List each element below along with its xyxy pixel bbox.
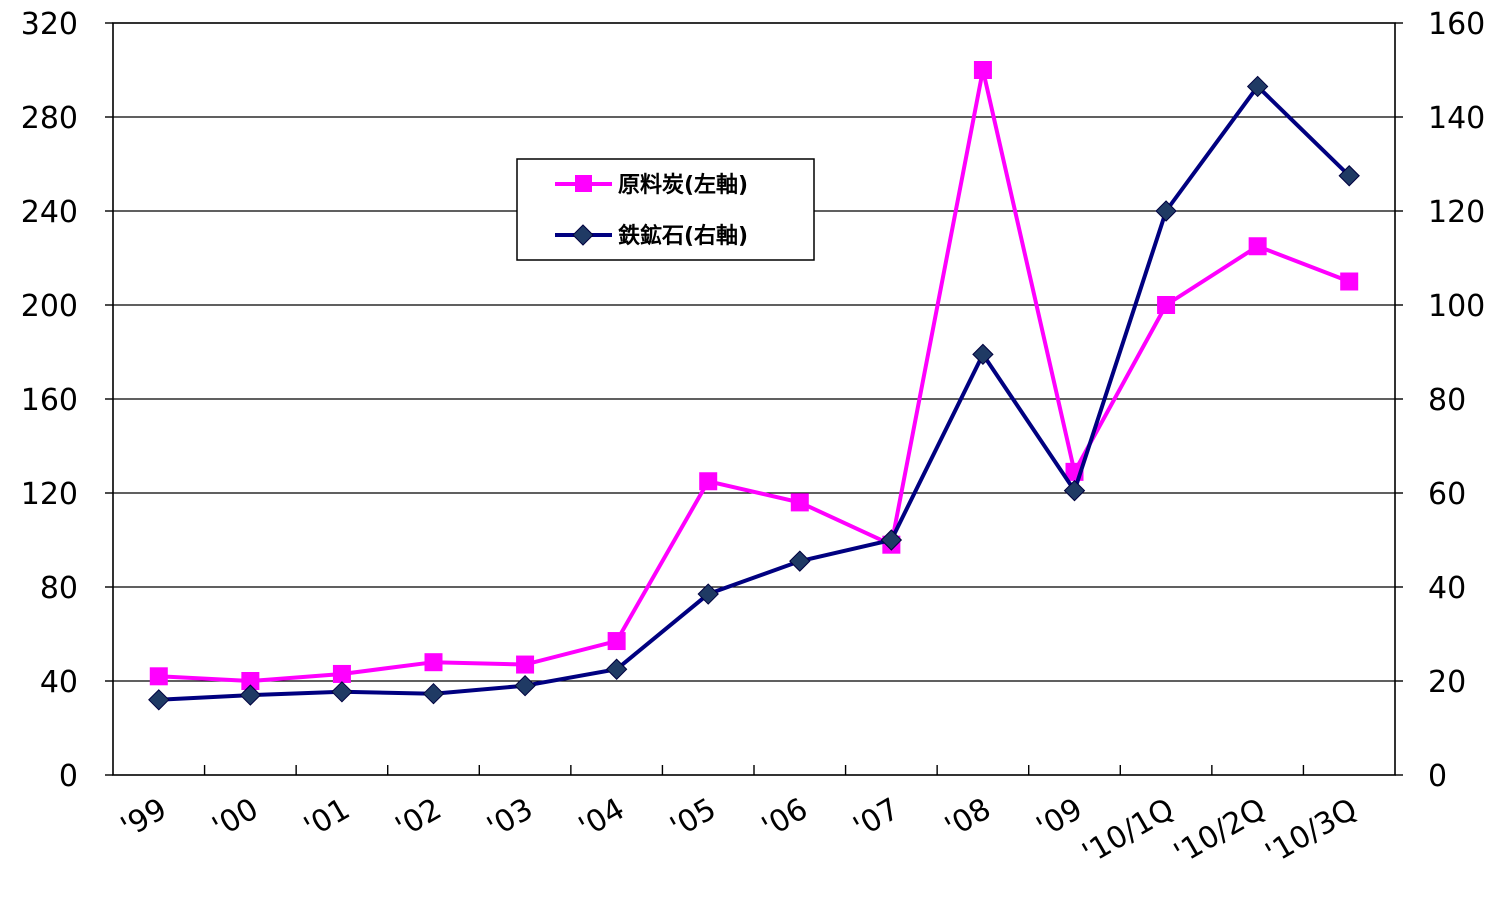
y-right-tick-label: 0 [1428,759,1447,794]
y-right-tick-label: 20 [1428,665,1466,700]
y-right-tick-label: 100 [1428,289,1485,324]
data-point-diamond [148,689,170,711]
series-layer [148,61,1360,711]
data-point-square [424,653,443,672]
x-tick-label: '02 [390,792,448,846]
legend-marker-diamond [572,224,594,246]
data-point-diamond [789,550,811,572]
y-right-tick-label: 60 [1428,477,1466,512]
data-point-square [241,672,260,690]
legend-marker-square [575,175,592,192]
x-tick-label: '10/1Q [1077,792,1180,872]
data-point-square [973,61,992,79]
x-tick-label: '00 [207,792,265,846]
data-point-diamond [1246,75,1269,98]
data-point-diamond [697,583,719,605]
y-left-tick-label: 240 [21,195,78,230]
y-right-tick-label: 160 [1428,7,1485,42]
data-point-diamond [331,681,353,703]
x-tick-label: '07 [848,792,906,846]
legend-label-iron-ore: 鉄鉱石(右軸) [618,223,748,249]
data-point-diamond [422,682,445,705]
data-point-square [332,664,351,683]
x-tick-label: '04 [573,792,631,846]
data-point-square [1340,272,1359,291]
x-tick-label: '06 [756,792,814,846]
data-point-diamond [1338,165,1360,187]
y-left-tick-label: 80 [40,571,78,606]
data-point-diamond [514,674,536,697]
x-tick-label: '01 [298,792,356,846]
y-left-tick-label: 200 [21,289,78,324]
x-tick-label: '99 [115,792,173,846]
y-right-tick-label: 140 [1428,101,1485,136]
y-right-tick-label: 80 [1428,383,1466,418]
series-line [158,83,1351,702]
data-point-diamond [880,529,903,551]
y-left-tick-label: 280 [21,101,78,136]
y-left-tick-label: 40 [40,665,78,700]
y-left-tick-label: 160 [21,383,78,418]
x-tick-label: '09 [1031,792,1089,846]
data-point-diamond [972,343,994,366]
data-point-square [790,493,809,512]
y-left-tick-label: 0 [59,759,78,794]
x-tick-label: '03 [481,792,539,846]
y-right-ticks: 0 20 40 60 80 100 120 140 160 [1395,7,1485,794]
y-right-tick-label: 40 [1428,571,1466,606]
series-0 [149,61,1359,690]
data-point-diamond [1155,200,1177,222]
legend: 原料炭(左軸) 鉄鉱石(右軸) [516,158,815,261]
series-1 [148,75,1360,711]
y-right-tick-label: 120 [1428,195,1485,230]
data-point-square [699,472,718,491]
x-tick-label: '10/3Q [1260,792,1363,872]
data-point-square [1157,296,1176,314]
data-point-diamond [1063,479,1086,502]
y-left-tick-label: 320 [21,7,78,42]
data-point-square [607,632,626,651]
x-tick-label: '08 [939,792,997,846]
x-axis-ticks: '99'00'01'02'03'04'05'06'07'08'09'10/1Q'… [115,765,1363,872]
series-line [158,69,1350,684]
data-point-square [516,655,535,674]
data-point-square [1248,237,1267,256]
data-point-square [149,667,168,686]
legend-box [516,158,815,261]
data-point-diamond [239,684,262,706]
x-tick-label: '10/2Q [1168,792,1271,872]
y-left-tick-label: 120 [21,477,78,512]
x-tick-label: '05 [665,792,723,846]
y-left-ticks: 0 40 80 120 160 200 240 280 320 [21,7,113,794]
data-point-diamond [605,658,628,680]
legend-label-coking-coal: 原料炭(左軸) [618,172,748,198]
